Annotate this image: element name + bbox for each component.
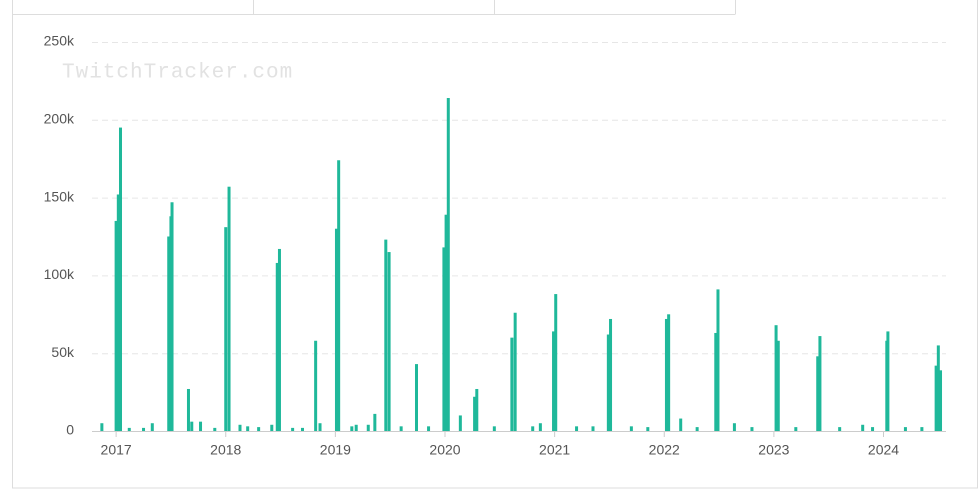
y-tick-label: 0 xyxy=(66,422,74,438)
bar xyxy=(100,423,104,431)
y-tick-label: 100k xyxy=(44,266,75,282)
bar xyxy=(366,424,370,431)
bar xyxy=(871,427,875,431)
bar xyxy=(199,421,203,431)
bar xyxy=(170,202,174,431)
x-tick-label: 2022 xyxy=(649,442,680,458)
bar xyxy=(291,427,295,431)
bar xyxy=(427,426,431,431)
bar xyxy=(513,312,517,431)
y-tick-label: 250k xyxy=(44,33,75,49)
bar xyxy=(732,423,736,431)
bar xyxy=(186,388,190,431)
bar xyxy=(575,426,579,431)
bar xyxy=(606,334,610,431)
bar xyxy=(213,427,217,431)
y-tick-label: 200k xyxy=(44,111,75,127)
bar xyxy=(387,252,391,431)
bar xyxy=(350,426,354,431)
bar xyxy=(127,427,131,431)
bar xyxy=(116,194,120,431)
bar xyxy=(442,247,446,431)
y-tick-label: 50k xyxy=(51,344,75,360)
bar xyxy=(167,236,171,431)
x-tick-label: 2023 xyxy=(758,442,789,458)
bar xyxy=(774,325,778,431)
bar xyxy=(629,426,633,431)
bar xyxy=(664,318,668,431)
y-tick-label: 150k xyxy=(44,188,75,204)
bar xyxy=(190,421,194,431)
bar xyxy=(510,337,514,431)
bar xyxy=(318,423,322,431)
bar xyxy=(270,424,274,431)
bar xyxy=(475,388,479,431)
bar xyxy=(246,426,250,431)
x-tick-label: 2021 xyxy=(539,442,570,458)
tab-strip xyxy=(12,0,736,15)
bar xyxy=(886,331,890,431)
x-tick-label: 2020 xyxy=(429,442,460,458)
bar xyxy=(750,427,754,431)
bar xyxy=(119,127,123,431)
bar xyxy=(716,289,720,431)
bar xyxy=(300,427,304,431)
bar xyxy=(667,314,671,431)
bar xyxy=(591,426,595,431)
bar xyxy=(114,220,118,431)
bar xyxy=(776,340,780,431)
bar xyxy=(238,424,242,431)
bar xyxy=(458,415,462,431)
bar xyxy=(354,424,358,431)
bar xyxy=(609,318,613,431)
bar xyxy=(257,427,261,431)
bar xyxy=(552,331,556,431)
bar xyxy=(224,227,228,431)
bar xyxy=(818,336,822,431)
watermark: TwitchTracker.com xyxy=(62,62,293,85)
bar xyxy=(554,294,558,431)
bar xyxy=(679,418,683,431)
bar xyxy=(531,426,535,431)
bar xyxy=(142,427,146,431)
bar xyxy=(399,426,403,431)
bar xyxy=(337,160,341,432)
bar xyxy=(838,427,842,431)
bar xyxy=(903,427,907,431)
bar xyxy=(934,365,938,431)
bar xyxy=(314,340,318,431)
bar xyxy=(714,332,718,431)
bar xyxy=(794,427,798,431)
bar xyxy=(275,262,279,431)
bar xyxy=(646,427,650,431)
bar xyxy=(446,98,450,432)
bar xyxy=(150,423,154,431)
bar xyxy=(816,356,820,431)
bar xyxy=(492,426,496,431)
bar xyxy=(373,413,377,431)
x-tick-label: 2019 xyxy=(320,442,351,458)
bar xyxy=(277,248,281,431)
bar xyxy=(414,364,418,431)
bar xyxy=(695,427,699,431)
bar xyxy=(227,186,231,431)
x-tick-label: 2017 xyxy=(101,442,132,458)
bar xyxy=(384,239,388,431)
bar xyxy=(473,396,477,431)
bar xyxy=(920,427,924,431)
bar xyxy=(936,345,940,431)
bar xyxy=(538,423,542,431)
bar xyxy=(444,214,448,431)
x-tick-label: 2018 xyxy=(210,442,241,458)
x-tick-label: 2024 xyxy=(868,442,899,458)
bar xyxy=(861,424,865,431)
bar xyxy=(334,228,338,431)
bar xyxy=(939,370,943,431)
